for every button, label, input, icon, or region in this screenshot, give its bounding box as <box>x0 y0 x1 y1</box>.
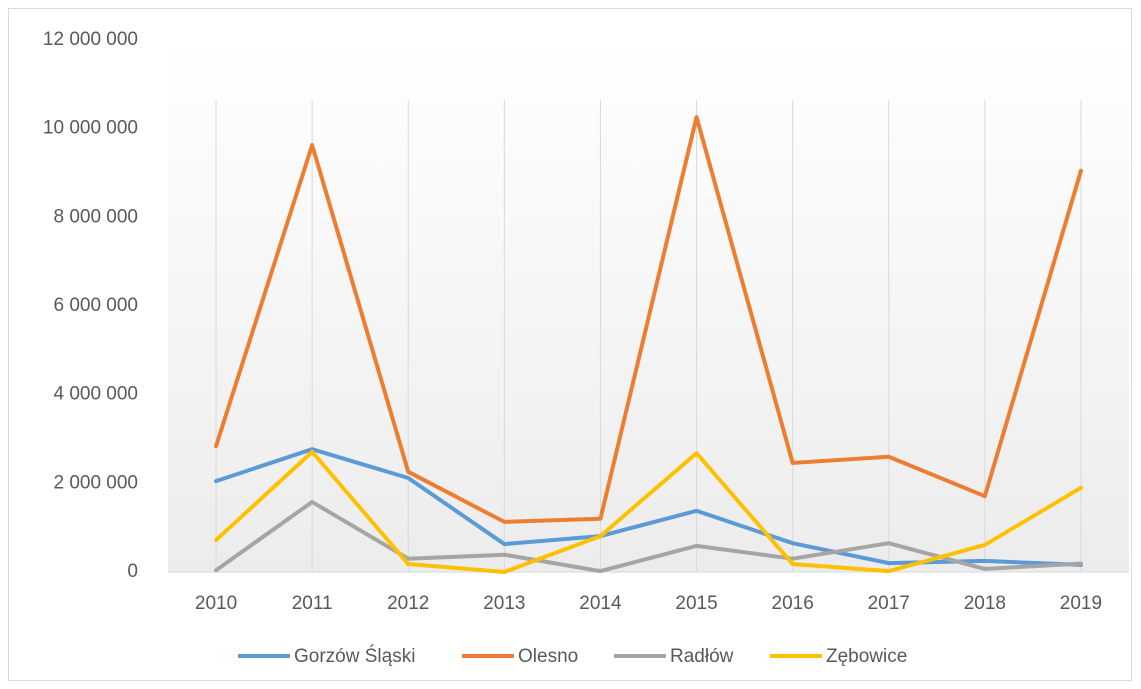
x-tick-label: 2016 <box>772 593 814 614</box>
series-line <box>214 115 1083 524</box>
series-line <box>214 449 1083 574</box>
x-tick-label: 2019 <box>1060 593 1102 614</box>
legend-label: Gorzów Śląski <box>294 645 415 667</box>
y-tick-label: 10 000 000 <box>43 118 138 139</box>
y-tick-label: 6 000 000 <box>53 295 138 316</box>
legend-label: Zębowice <box>826 646 907 667</box>
x-tick-label: 2018 <box>964 593 1006 614</box>
x-tick-label: 2012 <box>387 593 429 614</box>
x-tick-label: 2017 <box>868 593 910 614</box>
legend-label: Olesno <box>518 646 578 667</box>
x-tick-label: 2010 <box>195 593 237 614</box>
y-tick-label: 12 000 000 <box>43 29 138 50</box>
y-tick-label: 2 000 000 <box>53 472 138 493</box>
series-line <box>214 447 1083 567</box>
y-tick-label: 4 000 000 <box>53 384 138 405</box>
y-tick-label: 0 <box>127 561 138 582</box>
x-tick-label: 2013 <box>483 593 525 614</box>
x-tick-label: 2014 <box>579 593 622 614</box>
y-tick-label: 8 000 000 <box>53 206 138 227</box>
legend-label: Radłów <box>670 646 734 667</box>
plot-area <box>168 40 1129 572</box>
x-tick-label: 2015 <box>675 593 717 614</box>
x-tick-label: 2011 <box>292 593 333 614</box>
